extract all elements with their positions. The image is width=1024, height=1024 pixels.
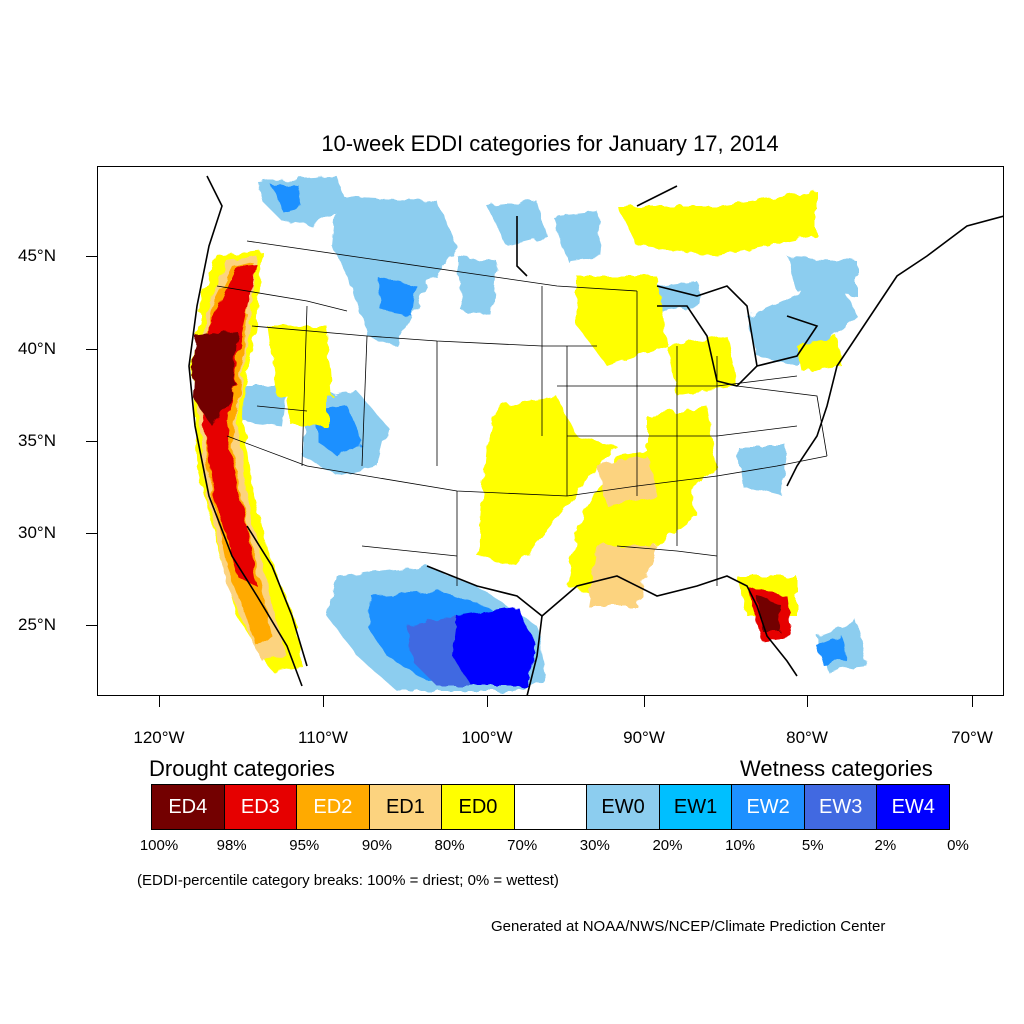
legend-swatch: EW3 xyxy=(804,785,878,829)
lat-label: 35°N xyxy=(18,431,56,450)
category-note: (EDDI-percentile category breaks: 100% =… xyxy=(137,872,559,889)
lat-label: 40°N xyxy=(18,339,56,358)
legend-swatch: EW2 xyxy=(732,785,805,829)
legend-swatch: ED4 xyxy=(152,785,225,829)
percentile-break-label: 100% xyxy=(139,837,179,854)
percentile-break-label: 20% xyxy=(652,837,683,854)
drought-categories-heading: Drought categories xyxy=(149,756,335,781)
percentile-break-label: 90% xyxy=(361,837,392,854)
wetness-categories-heading: Wetness categories xyxy=(740,756,933,781)
legend-bar: ED4 ED3 ED2 ED1 ED0 EW0 EW1 EW2 EW3 EW4 xyxy=(151,784,950,830)
percentile-break-label: 10% xyxy=(725,837,756,854)
percentile-break-label: 98% xyxy=(216,837,247,854)
coastlines xyxy=(188,175,1004,696)
percentile-break-label: 95% xyxy=(289,837,320,854)
percentile-break-label: 70% xyxy=(507,837,538,854)
percentile-break-label: 0% xyxy=(947,837,969,854)
lon-label: 120°W xyxy=(133,728,185,747)
legend-swatch: EW1 xyxy=(659,785,733,829)
legend-swatch xyxy=(514,785,588,829)
legend-swatch: ED1 xyxy=(369,785,443,829)
legend-swatch: ED0 xyxy=(442,785,515,829)
lon-label: 90°W xyxy=(623,728,665,747)
lon-label: 80°W xyxy=(786,728,828,747)
legend-swatch: ED2 xyxy=(297,785,370,829)
lat-label: 30°N xyxy=(18,523,56,542)
legend-swatch: EW0 xyxy=(587,785,660,829)
percentile-break-label: 2% xyxy=(874,837,897,854)
credit-line: Generated at NOAA/NWS/NCEP/Climate Predi… xyxy=(491,918,886,935)
percentile-break-label: 80% xyxy=(434,837,465,854)
percentile-break-label: 5% xyxy=(801,837,824,854)
legend-swatch: EW4 xyxy=(877,785,950,829)
lat-label: 25°N xyxy=(18,615,56,634)
lon-label: 70°W xyxy=(951,728,993,747)
lon-label: 100°W xyxy=(461,728,513,747)
percentile-break-label: 30% xyxy=(579,837,610,854)
state-borders xyxy=(216,240,828,586)
lat-label: 45°N xyxy=(18,246,56,265)
map-title: 10-week EDDI categories for January 17, … xyxy=(321,131,779,156)
eddi-map xyxy=(97,166,1004,696)
legend-swatch: ED3 xyxy=(224,785,298,829)
lon-label: 110°W xyxy=(298,728,348,747)
